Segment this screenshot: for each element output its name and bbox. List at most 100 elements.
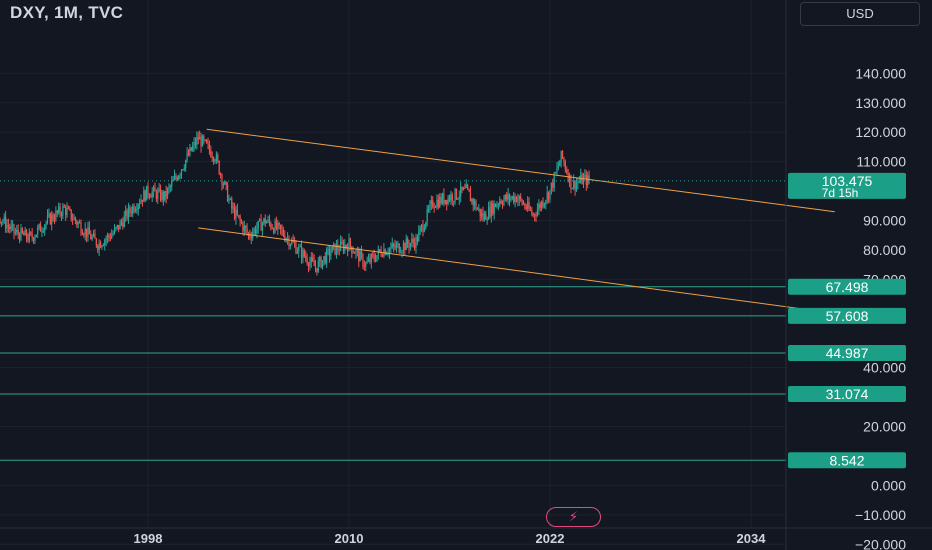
candle-body bbox=[201, 136, 204, 147]
currency-button[interactable]: USD bbox=[800, 2, 920, 26]
candle-body bbox=[390, 247, 392, 249]
candle-body bbox=[185, 160, 187, 169]
candle-body bbox=[104, 240, 106, 246]
candle-body bbox=[467, 184, 469, 189]
candle-body bbox=[79, 222, 81, 224]
candle-body bbox=[409, 243, 412, 248]
symbol-title[interactable]: DXY, 1M, TVC bbox=[10, 3, 124, 22]
logo-icon[interactable]: ⚡ bbox=[546, 507, 601, 527]
candle-body bbox=[101, 245, 103, 248]
candle-body bbox=[317, 261, 319, 272]
candle-body bbox=[214, 160, 216, 162]
candle-body bbox=[125, 210, 127, 216]
level-label: 8.542 bbox=[829, 452, 864, 468]
vertical-grid bbox=[147, 0, 752, 528]
candle-body bbox=[404, 243, 406, 250]
candle-body bbox=[225, 181, 227, 185]
candle-body bbox=[136, 209, 138, 211]
candle-body bbox=[429, 203, 431, 210]
candle-body bbox=[179, 174, 181, 176]
candle-body bbox=[455, 188, 458, 199]
candle-body bbox=[150, 196, 152, 198]
candle-body bbox=[549, 189, 551, 200]
candle-body bbox=[133, 206, 135, 212]
candle-body bbox=[7, 224, 10, 227]
candle-body bbox=[88, 227, 90, 235]
candle-body bbox=[437, 199, 439, 208]
candle-body bbox=[238, 215, 240, 217]
candle-body bbox=[259, 219, 261, 221]
candle-body bbox=[490, 203, 492, 217]
candle-body bbox=[457, 198, 459, 200]
candle-body bbox=[219, 174, 222, 176]
candle-body bbox=[443, 193, 445, 204]
candle-body bbox=[453, 201, 455, 203]
candle-body bbox=[298, 246, 300, 252]
candle-body bbox=[284, 235, 286, 241]
candle-body bbox=[532, 213, 534, 215]
candle-body bbox=[458, 196, 460, 199]
candle-body bbox=[420, 225, 423, 228]
candle-body bbox=[81, 233, 83, 235]
candle-body bbox=[178, 175, 180, 180]
candle-body bbox=[231, 198, 233, 209]
candle-body bbox=[571, 188, 573, 190]
candle-body bbox=[351, 246, 353, 253]
candle-body bbox=[92, 233, 95, 237]
candle-body bbox=[566, 169, 568, 174]
candle-body bbox=[245, 225, 247, 229]
candle-body bbox=[162, 192, 164, 200]
candle-body bbox=[588, 175, 590, 181]
candle-body bbox=[461, 186, 463, 190]
candle-body bbox=[112, 233, 114, 235]
y-tick-label: 110.000 bbox=[856, 154, 906, 170]
candle-body bbox=[507, 194, 509, 200]
candle-body bbox=[256, 228, 258, 234]
candle-body bbox=[471, 198, 473, 202]
candle-body bbox=[164, 191, 166, 200]
candle-body bbox=[3, 216, 5, 222]
candle-body bbox=[464, 187, 466, 189]
candle-body bbox=[119, 221, 121, 230]
y-tick-label: 0.000 bbox=[871, 477, 906, 493]
candle-body bbox=[321, 260, 324, 268]
candle-body bbox=[120, 221, 123, 223]
candle-body bbox=[154, 187, 156, 192]
candle-body bbox=[102, 245, 104, 247]
upper-trendline bbox=[206, 128, 835, 213]
candle-body bbox=[447, 197, 449, 205]
candle-body bbox=[187, 153, 190, 156]
candle-body bbox=[51, 214, 53, 225]
candle-body bbox=[159, 188, 162, 200]
candle-body bbox=[157, 191, 159, 199]
candle-body bbox=[517, 199, 519, 202]
candle-body bbox=[487, 206, 490, 220]
candle-body bbox=[62, 206, 64, 216]
candle-body bbox=[330, 252, 332, 257]
candle-body bbox=[132, 206, 134, 214]
candle-body bbox=[91, 236, 93, 240]
candle-body bbox=[35, 234, 37, 238]
candle-body bbox=[543, 203, 546, 207]
candle-body bbox=[524, 204, 526, 208]
candle-body bbox=[44, 225, 46, 232]
candle-body bbox=[42, 231, 44, 233]
candle-body bbox=[224, 181, 226, 185]
candle-body bbox=[305, 256, 307, 259]
candle-body bbox=[271, 227, 273, 229]
candle-body bbox=[257, 220, 259, 229]
candle-body bbox=[474, 201, 476, 206]
candle-body bbox=[312, 257, 314, 261]
candle-body bbox=[147, 185, 149, 195]
candle-body bbox=[573, 180, 575, 189]
current-price-label-box bbox=[788, 172, 906, 199]
candle-body bbox=[190, 147, 192, 151]
candle-body bbox=[196, 137, 198, 145]
candle-body bbox=[439, 196, 441, 208]
candle-body bbox=[366, 261, 368, 263]
candle-body bbox=[58, 206, 60, 213]
level-label: 31.074 bbox=[826, 386, 869, 402]
candle-body bbox=[137, 204, 139, 210]
candle-body bbox=[347, 246, 349, 252]
